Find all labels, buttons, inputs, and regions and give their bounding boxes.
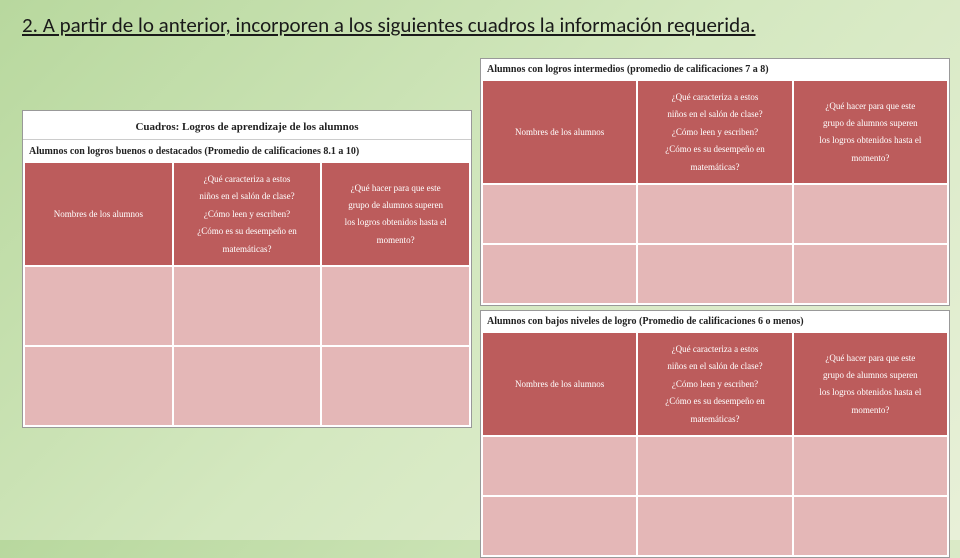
left-row2-c3 (321, 346, 470, 426)
rb-row1-c1 (482, 436, 637, 496)
l: grupo de alumnos superen (798, 116, 943, 130)
l: grupo de alumnos superen (798, 368, 943, 382)
l: ¿Cómo es su desempeño en (642, 394, 787, 408)
right-top-table: Nombres de los alumnos ¿Qué caracteriza … (481, 79, 949, 305)
l: ¿Cómo leen y escriben? (178, 207, 317, 221)
rb-col3-header: ¿Qué hacer para que este grupo de alumno… (793, 332, 948, 436)
rt-row2-c1 (482, 244, 637, 304)
right-bottom-sub-title: Alumnos con bajos niveles de logro (Prom… (481, 311, 949, 331)
l: ¿Cómo es su desempeño en (642, 142, 787, 156)
instruction-text: 2. A partir de lo anterior, incorporen a… (22, 12, 938, 38)
right-top-sub-title: Alumnos con logros intermedios (promedio… (481, 59, 949, 79)
left-col3-header: ¿Qué hacer para que este grupo de alumno… (321, 162, 470, 266)
l: ¿Qué caracteriza a estos (642, 90, 787, 104)
left-row2-c1 (24, 346, 173, 426)
left-row2-c2 (173, 346, 322, 426)
l: ¿Cómo es su desempeño en (178, 224, 317, 238)
left-col2-header: ¿Qué caracteriza a estos niños en el sal… (173, 162, 322, 266)
left-row1-c2 (173, 266, 322, 346)
left-row1-c3 (321, 266, 470, 346)
rb-row1-c2 (637, 436, 792, 496)
rb-col2-header: ¿Qué caracteriza a estos niños en el sal… (637, 332, 792, 436)
l: matemáticas? (642, 412, 787, 426)
rt-row2-c2 (637, 244, 792, 304)
rb-row2-c1 (482, 496, 637, 556)
l: ¿Qué hacer para que este (326, 181, 465, 195)
l: ¿Qué caracteriza a estos (642, 342, 787, 356)
rt-row1-c2 (637, 184, 792, 244)
l: ¿Qué hacer para que este (798, 99, 943, 113)
l: momento? (798, 403, 943, 417)
right-bottom-container: Alumnos con bajos niveles de logro (Prom… (480, 310, 950, 558)
l: ¿Cómo leen y escriben? (642, 125, 787, 139)
left-row1-c1 (24, 266, 173, 346)
l: ¿Qué hacer para que este (798, 351, 943, 365)
rb-row2-c2 (637, 496, 792, 556)
l: momento? (326, 233, 465, 247)
rt-col2-header: ¿Qué caracteriza a estos niños en el sal… (637, 80, 792, 184)
l: matemáticas? (178, 242, 317, 256)
l: niños en el salón de clase? (642, 107, 787, 121)
l: los logros obtenidos hasta el (798, 133, 943, 147)
l: ¿Qué caracteriza a estos (178, 172, 317, 186)
l: los logros obtenidos hasta el (798, 385, 943, 399)
left-col1-header: Nombres de los alumnos (24, 162, 173, 266)
right-top-container: Alumnos con logros intermedios (promedio… (480, 58, 950, 306)
l: momento? (798, 151, 943, 165)
l: matemáticas? (642, 160, 787, 174)
l: los logros obtenidos hasta el (326, 215, 465, 229)
rt-row1-c1 (482, 184, 637, 244)
rt-row2-c3 (793, 244, 948, 304)
rb-col1-header: Nombres de los alumnos (482, 332, 637, 436)
l: grupo de alumnos superen (326, 198, 465, 212)
rb-row1-c3 (793, 436, 948, 496)
left-table: Nombres de los alumnos ¿Qué caracteriza … (23, 161, 471, 427)
left-sub-title: Alumnos con logros buenos o destacados (… (23, 139, 471, 161)
l: ¿Cómo leen y escriben? (642, 377, 787, 391)
rt-col3-header: ¿Qué hacer para que este grupo de alumno… (793, 80, 948, 184)
left-main-title: Cuadros: Logros de aprendizaje de los al… (23, 111, 471, 139)
l: niños en el salón de clase? (178, 189, 317, 203)
rt-row1-c3 (793, 184, 948, 244)
rt-col1-header: Nombres de los alumnos (482, 80, 637, 184)
rb-row2-c3 (793, 496, 948, 556)
left-table-container: Cuadros: Logros de aprendizaje de los al… (22, 110, 472, 428)
right-bottom-table: Nombres de los alumnos ¿Qué caracteriza … (481, 331, 949, 557)
l: niños en el salón de clase? (642, 359, 787, 373)
